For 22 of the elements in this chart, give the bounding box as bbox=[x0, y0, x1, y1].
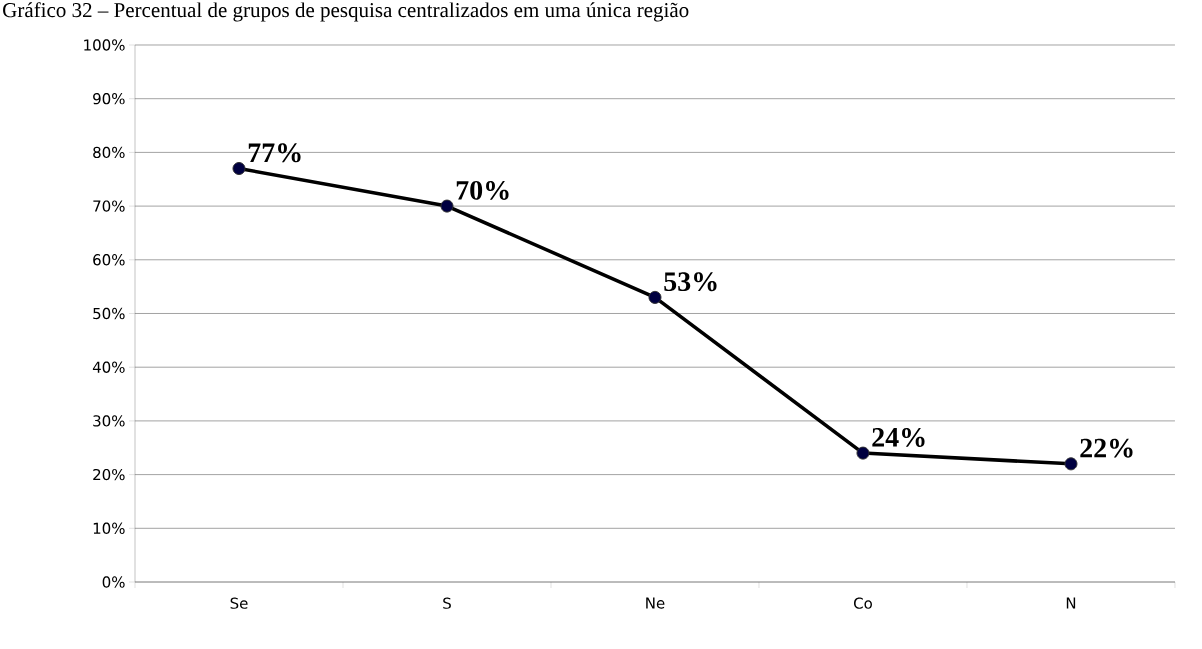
text: 53% bbox=[664, 272, 717, 292]
y-tick-label: 70% bbox=[93, 200, 125, 212]
y-tick-label: 10% bbox=[93, 522, 125, 534]
y-tick-label: 0% bbox=[102, 576, 125, 588]
text: 22% bbox=[1080, 438, 1133, 458]
x-tick-label: Se bbox=[230, 597, 248, 609]
y-tick-label: 80% bbox=[93, 146, 125, 159]
x-tick-label: N bbox=[1066, 597, 1076, 609]
y-tick-label: 60% bbox=[93, 254, 125, 266]
y-tick-label: 50% bbox=[93, 307, 125, 320]
y-tick-label: 100% bbox=[84, 39, 125, 51]
y-tick-label: 20% bbox=[93, 468, 125, 481]
text: 70% bbox=[456, 180, 509, 200]
y-tick-label: 30% bbox=[93, 415, 125, 427]
text: 77% bbox=[248, 143, 301, 163]
text: 24% bbox=[872, 427, 925, 447]
x-tick-label: Co bbox=[854, 597, 872, 609]
x-tick-label: Ne bbox=[646, 597, 665, 609]
y-tick-label: 90% bbox=[93, 93, 125, 105]
chart-title: Gráfico 32 – Percentual de grupos de pesquisa centralizados em uma única região bbox=[3, 2, 689, 22]
y-tick-label: 40% bbox=[92, 361, 125, 373]
x-tick-label: S bbox=[443, 597, 451, 609]
